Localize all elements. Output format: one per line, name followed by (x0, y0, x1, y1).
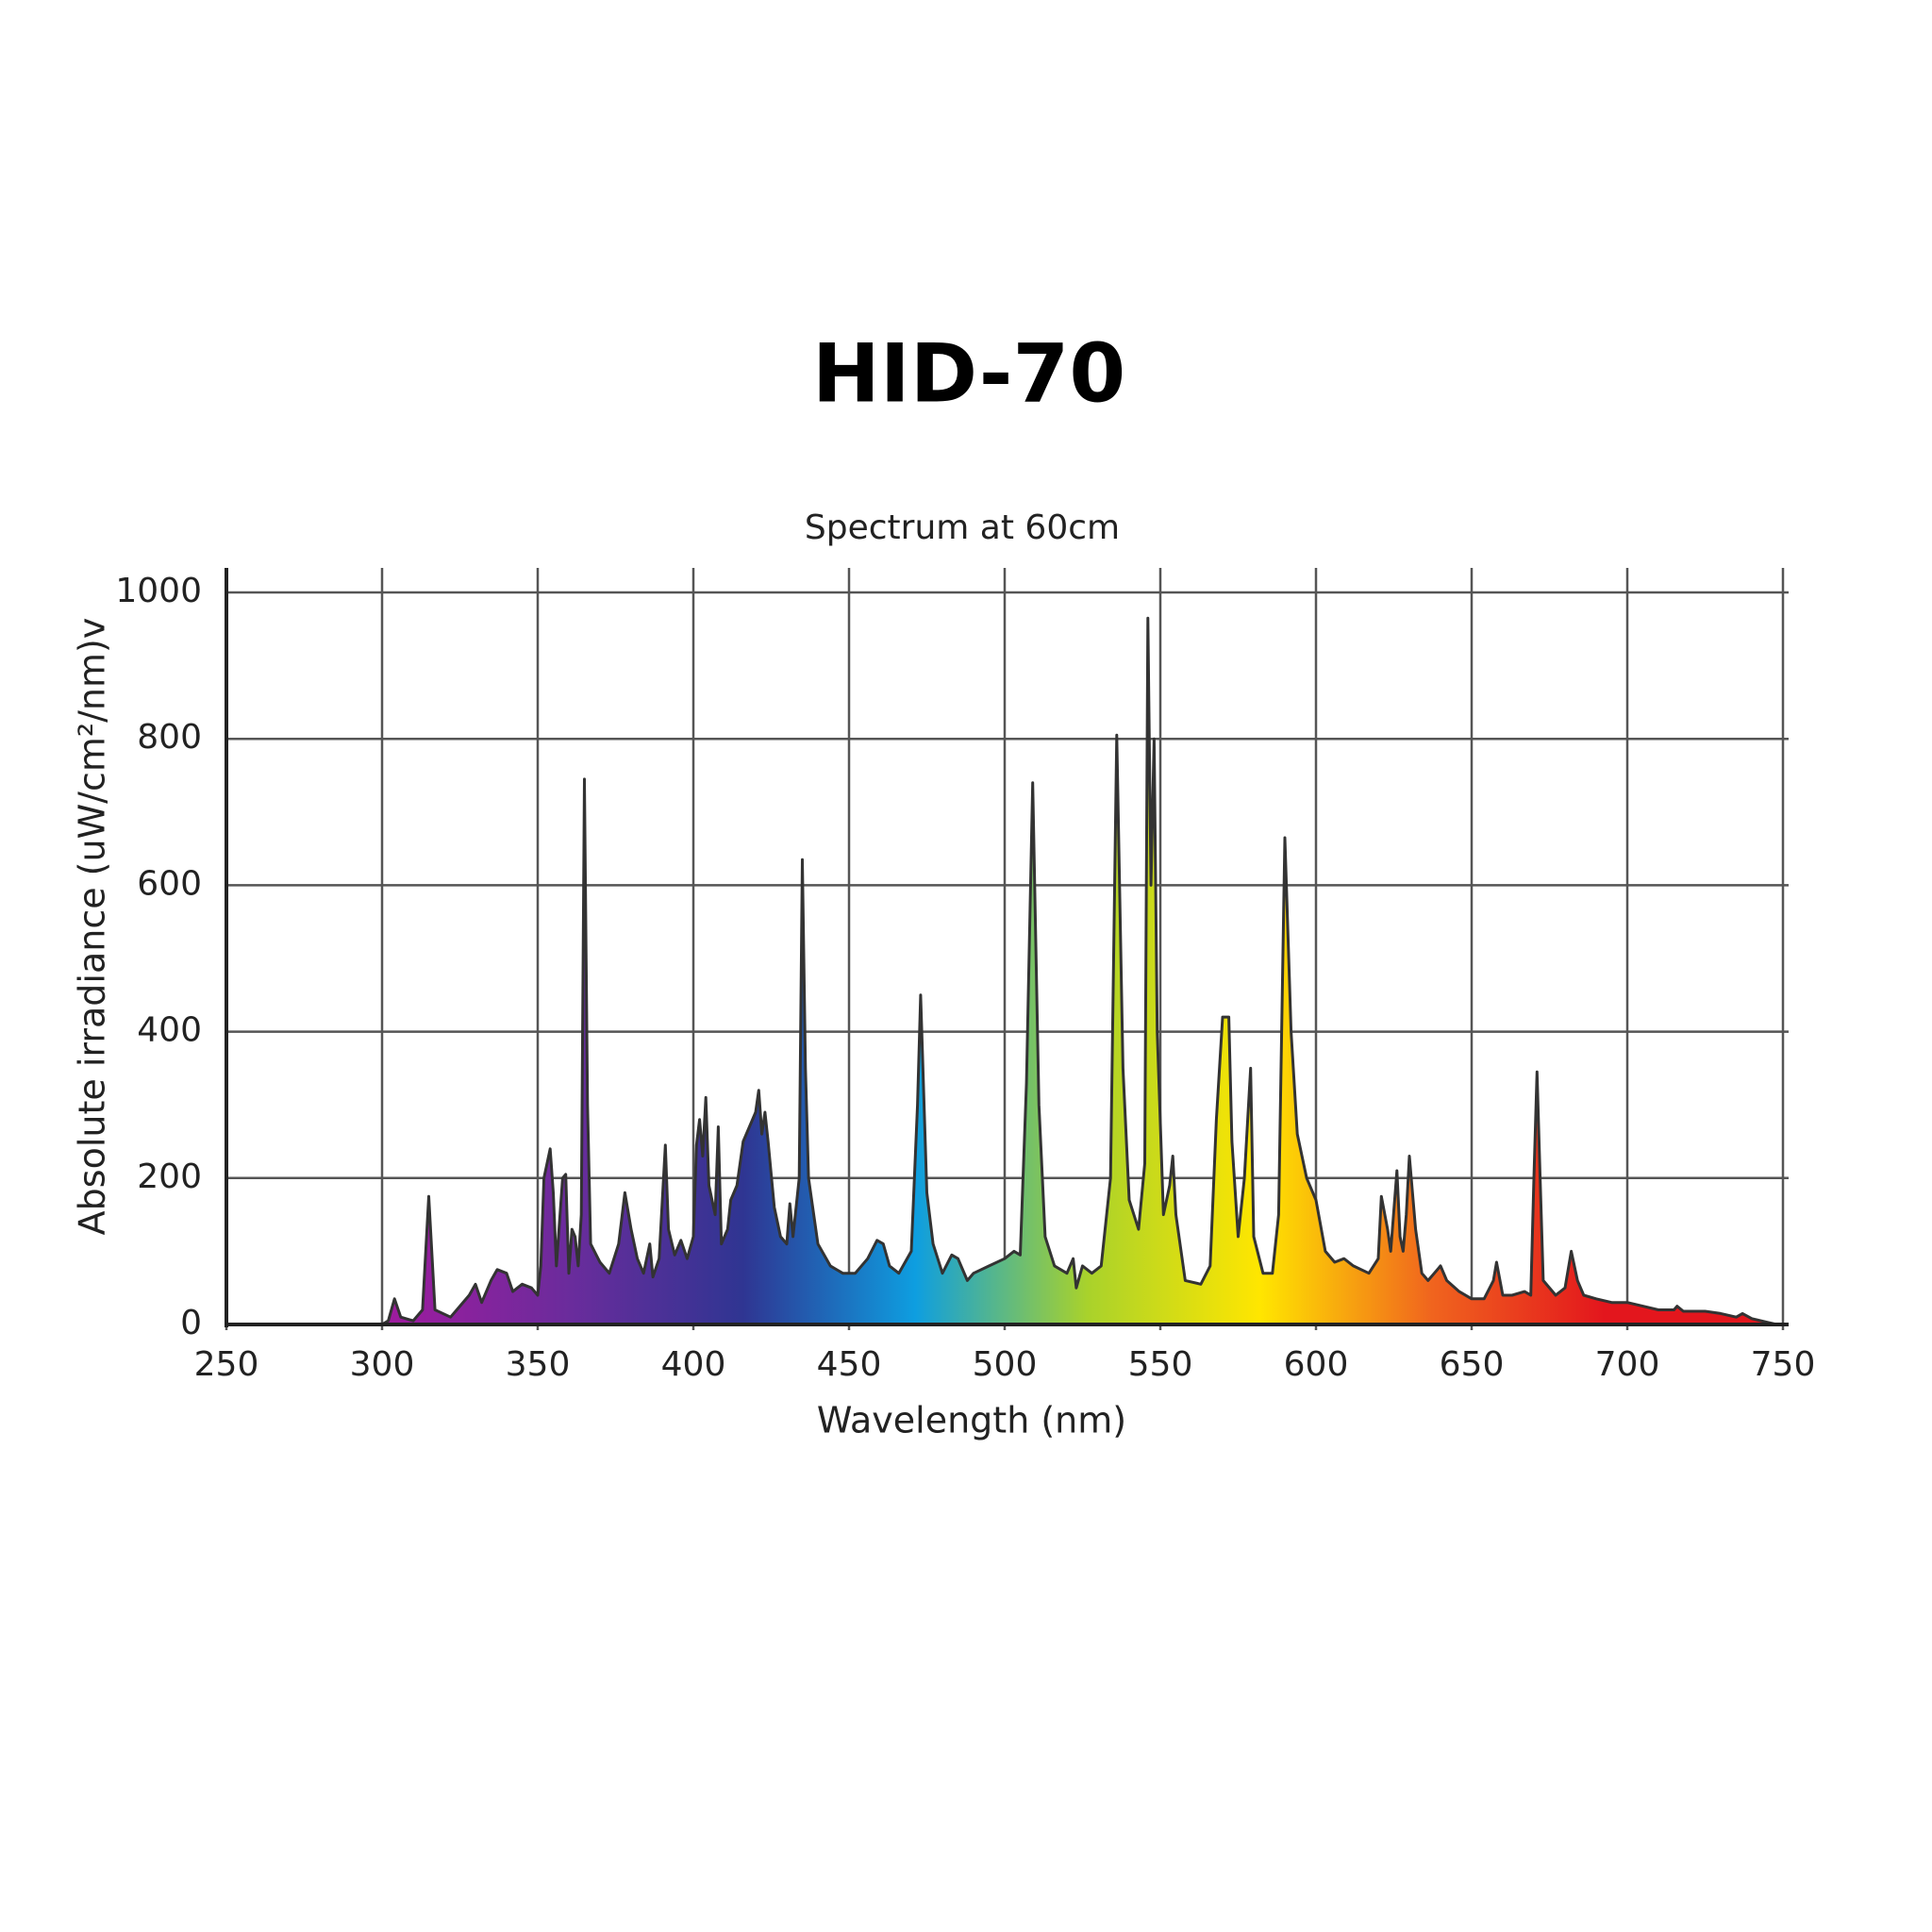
chart-title: HID-70 (812, 326, 1125, 421)
y-tick-label: 1000 (115, 572, 202, 610)
x-tick-label: 550 (1128, 1345, 1193, 1384)
y-tick-label: 0 (180, 1304, 202, 1342)
x-tick-label: 350 (506, 1345, 571, 1384)
spectrum-line (226, 616, 1777, 1326)
x-tick-label: 600 (1284, 1345, 1349, 1384)
y-axis-label: Absolute irradiance (uW/cm²/nm)v (72, 618, 113, 1236)
y-tick-label: 400 (137, 1011, 202, 1050)
x-tick-label: 400 (661, 1345, 726, 1384)
y-tick-label: 600 (137, 864, 202, 903)
y-tick-label: 800 (137, 718, 202, 757)
spectrum-area (226, 618, 1777, 1324)
x-tick-label: 300 (350, 1345, 415, 1384)
x-tick-label: 450 (817, 1345, 882, 1384)
x-tick-label: 650 (1440, 1345, 1505, 1384)
x-tick-label: 500 (973, 1345, 1038, 1384)
x-tick-label: 750 (1751, 1345, 1816, 1384)
x-tick-label: 700 (1595, 1345, 1660, 1384)
x-tick-label: 250 (194, 1345, 259, 1384)
y-tick-label: 200 (137, 1158, 202, 1196)
chart-subtitle: Spectrum at 60cm (805, 508, 1120, 547)
x-axis-label: Wavelength (nm) (817, 1400, 1126, 1441)
